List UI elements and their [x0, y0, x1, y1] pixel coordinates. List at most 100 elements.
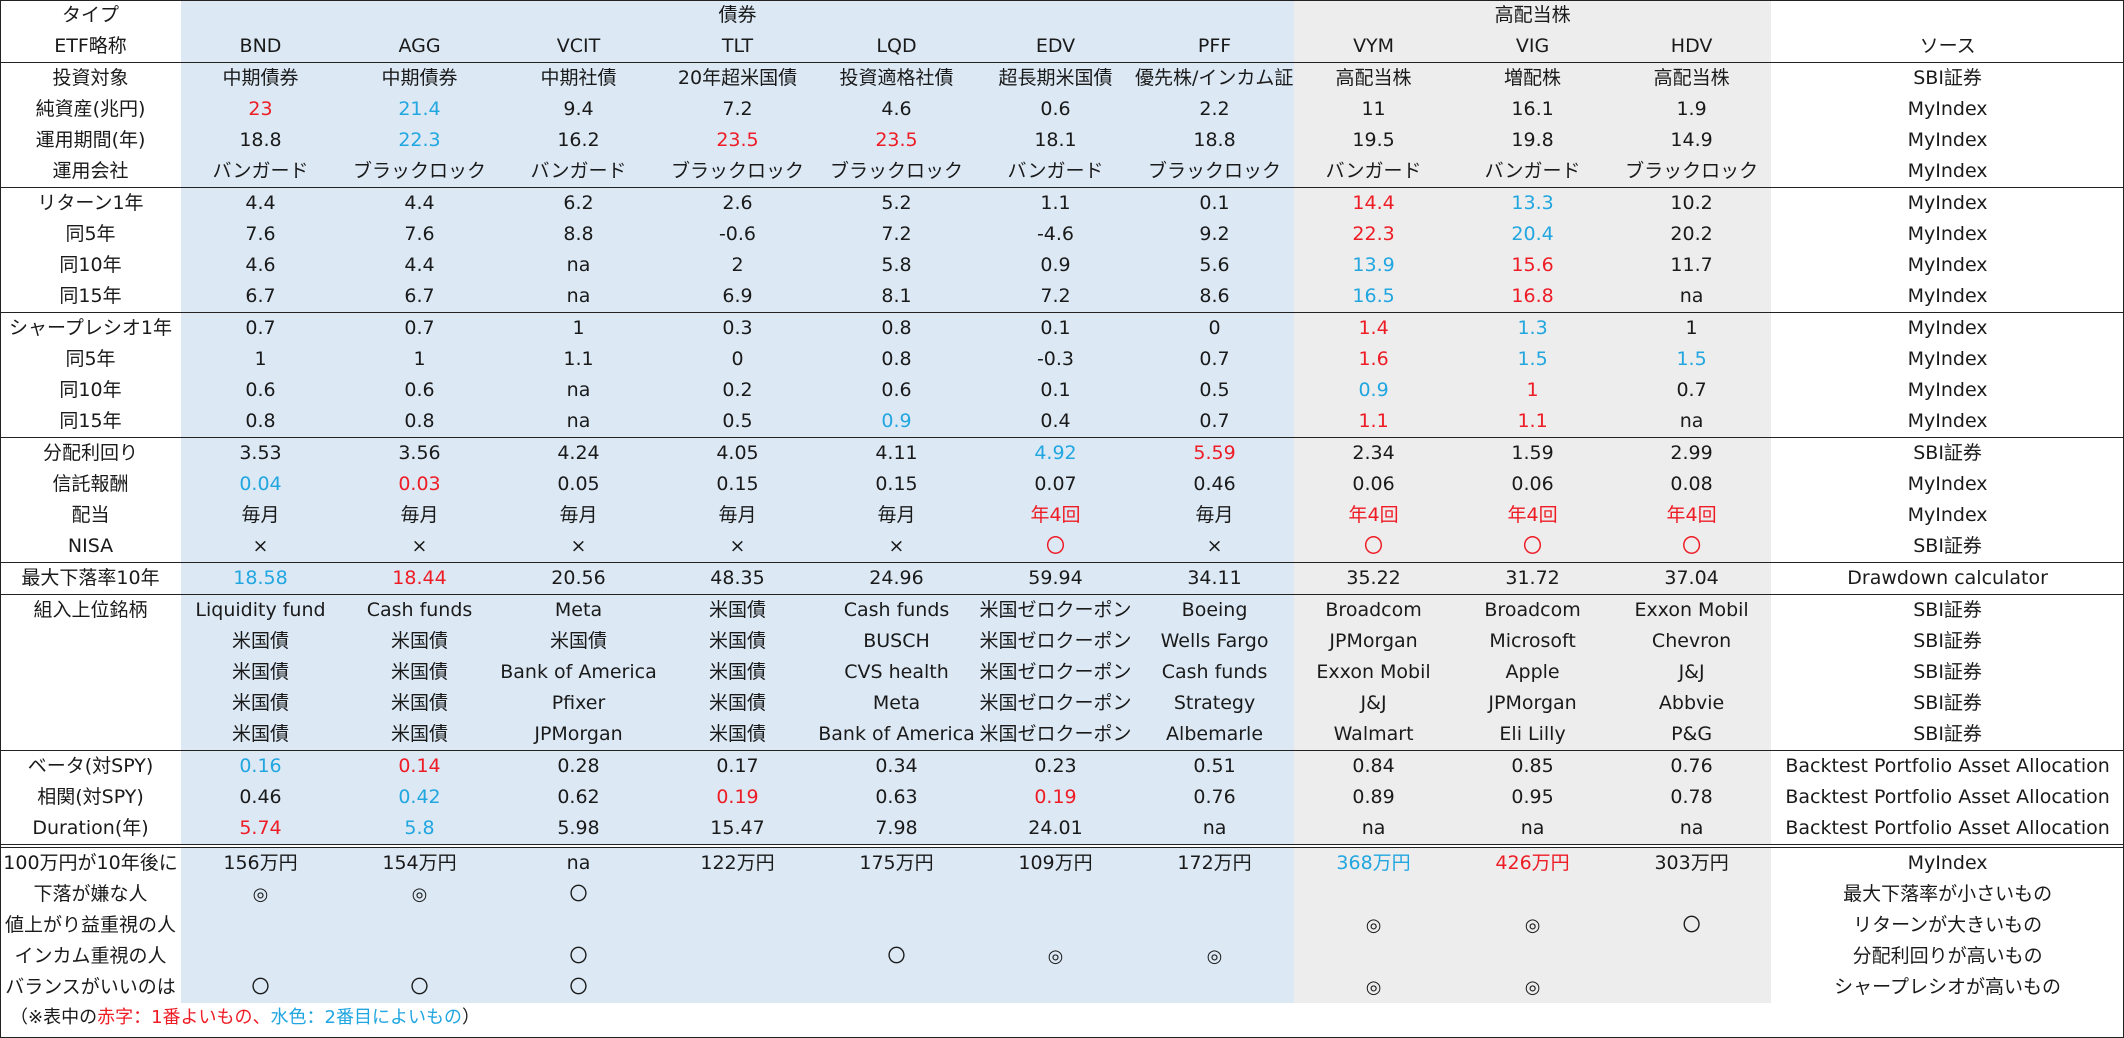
value-cell: 7.2 — [658, 94, 817, 125]
table-row: 同5年 7.6 7.6 8.8 -0.6 7.2 -4.6 9.2 22.3 20.4 20.2 My… — [0, 219, 2124, 250]
value-cell: 0.42 — [340, 782, 499, 813]
value-cell: 0.07 — [976, 469, 1135, 500]
value-cell: ◎ — [1294, 910, 1454, 941]
value-cell: 426万円 — [1453, 844, 1613, 879]
value-cell: 米国債 — [658, 657, 817, 688]
table-row: 相関(対SPY) 0.46 0.42 0.62 0.19 0.63 0.19 0.76 0.89… — [0, 782, 2124, 813]
source-cell: シャープレシオが高いもの — [1834, 976, 2062, 998]
row-label: 同10年 — [59, 254, 122, 276]
value-cell: 0.6 — [976, 94, 1135, 125]
value-cell: 優先株/インカム証券 — [1135, 62, 1295, 94]
value-cell: 毎月 — [1135, 500, 1295, 531]
value-cell: ◎ — [1294, 972, 1454, 1003]
value-cell: 4.6 — [817, 94, 976, 125]
value-cell: 48.35 — [658, 562, 817, 595]
row-label: ベータ(対SPY) — [27, 755, 154, 777]
value-cell: 年4回 — [1294, 500, 1454, 531]
value-cell — [976, 910, 1135, 941]
value-cell: 0.63 — [817, 782, 976, 813]
value-cell: 19.8 — [1453, 125, 1613, 156]
value-cell: 増配株 — [1453, 62, 1613, 94]
value-cell: 0.5 — [658, 406, 817, 438]
value-cell: 4.05 — [658, 437, 817, 469]
value-cell: 2.6 — [658, 187, 817, 219]
value-cell — [1135, 910, 1295, 941]
value-cell — [1453, 879, 1613, 910]
value-cell: J&J — [1612, 657, 1772, 688]
value-cell: × — [1135, 531, 1295, 563]
value-cell: 2 — [658, 250, 817, 281]
value-cell: 4.24 — [499, 437, 658, 469]
row-label: 相関(対SPY) — [37, 786, 144, 808]
value-cell: ◎ — [1135, 941, 1295, 972]
value-cell: 4.4 — [340, 250, 499, 281]
value-cell: 6.2 — [499, 187, 658, 219]
value-cell: Exxon Mobil — [1612, 594, 1772, 626]
value-cell: Apple — [1453, 657, 1613, 688]
source-cell: MyIndex — [1771, 156, 2124, 188]
source-cell: MyIndex — [1907, 379, 1988, 401]
value-cell: 1.9 — [1612, 94, 1772, 125]
value-cell: 米国ゼロクーポン — [976, 688, 1135, 719]
source-cell: MyIndex — [1907, 254, 1988, 276]
value-cell — [1294, 941, 1454, 972]
dividend-group-header: 高配当株 — [1294, 0, 1772, 31]
source-cell: Backtest Portfolio Asset Allocation — [1785, 786, 2110, 808]
value-cell: 8.6 — [1135, 281, 1295, 313]
value-cell: × — [658, 531, 817, 563]
value-cell: 9.4 — [499, 94, 658, 125]
value-cell: 0.9 — [817, 406, 976, 438]
value-cell: 5.6 — [1135, 250, 1295, 281]
value-cell: 0.03 — [340, 469, 499, 500]
value-cell: 毎月 — [499, 500, 658, 531]
value-cell: 0.15 — [817, 469, 976, 500]
value-cell: 1.1 — [976, 187, 1135, 219]
value-cell: 9.2 — [1135, 219, 1295, 250]
value-cell: Chevron — [1612, 626, 1772, 657]
source-cell: SBI証券 — [1913, 692, 1982, 714]
table-row: 下落が嫌な人 ◎ ◎ 〇最大下落率が小さいもの — [0, 879, 2124, 910]
value-cell: 0.89 — [1294, 782, 1454, 813]
value-cell — [817, 879, 976, 910]
table-row: 組入上位銘柄 Liquidity fund Cash funds Meta 米国債 Cas… — [0, 594, 2124, 626]
value-cell: 米国債 — [340, 657, 499, 688]
value-cell: 0.19 — [658, 782, 817, 813]
value-cell: 0 — [658, 344, 817, 375]
row-label — [0, 719, 181, 751]
value-cell: バンガード — [499, 156, 658, 188]
value-cell: 0.4 — [976, 406, 1135, 438]
value-cell: 0.3 — [658, 312, 817, 344]
table-row: 配当 毎月 毎月 毎月 毎月 毎月 年4回 毎月 年4回 年4回 年4回 MyIndex — [0, 500, 2124, 531]
table-row: 分配利回り 3.53 3.56 4.24 4.05 4.11 4.92 5.59 2.34 1.5… — [0, 437, 2124, 469]
table-row: 米国債 米国債 Pfixer 米国債 Meta 米国ゼロクーポン Strategy J&J JP… — [0, 688, 2124, 719]
value-cell: 1 — [181, 344, 340, 375]
value-cell: ブラックロック — [658, 156, 817, 188]
value-cell: 0.51 — [1135, 750, 1295, 782]
value-cell: 米国債 — [181, 626, 340, 657]
value-cell: 年4回 — [1453, 500, 1613, 531]
table-row: シャープレシオ1年 0.7 0.7 1 0.3 0.8 0.1 0 1.4 1.3 1 MyIndex — [0, 312, 2124, 344]
source-cell: MyIndex — [1907, 348, 1988, 370]
value-cell: 16.1 — [1453, 94, 1613, 125]
value-cell: 0.6 — [340, 375, 499, 406]
value-cell: 34.11 — [1135, 562, 1295, 595]
value-cell: Liquidity fund — [181, 594, 340, 626]
value-cell: 2.34 — [1294, 437, 1454, 469]
value-cell: 0.9 — [1294, 375, 1454, 406]
value-cell: na — [499, 375, 658, 406]
value-cell — [1294, 879, 1454, 910]
source-cell: SBI証券 — [1913, 67, 1982, 89]
value-cell: 19.5 — [1294, 125, 1454, 156]
row-label: 100万円が10年後に — [0, 844, 181, 879]
value-cell: 〇 — [499, 879, 658, 910]
value-cell: 1.1 — [499, 344, 658, 375]
source-cell: MyIndex — [1907, 223, 1988, 245]
etf-comparison-table: タイプ 債券 高配当株 ETF略称 BND AGG VCIT TLT LQD E… — [0, 0, 2124, 1003]
value-cell: 0.78 — [1612, 782, 1772, 813]
ticker-cell: AGG — [340, 31, 499, 63]
value-cell: 〇 — [1453, 531, 1613, 563]
value-cell: 0.16 — [181, 750, 340, 782]
value-cell: JPMorgan — [1453, 688, 1613, 719]
value-cell: 米国債 — [181, 688, 340, 719]
value-cell: バンガード — [976, 156, 1135, 188]
